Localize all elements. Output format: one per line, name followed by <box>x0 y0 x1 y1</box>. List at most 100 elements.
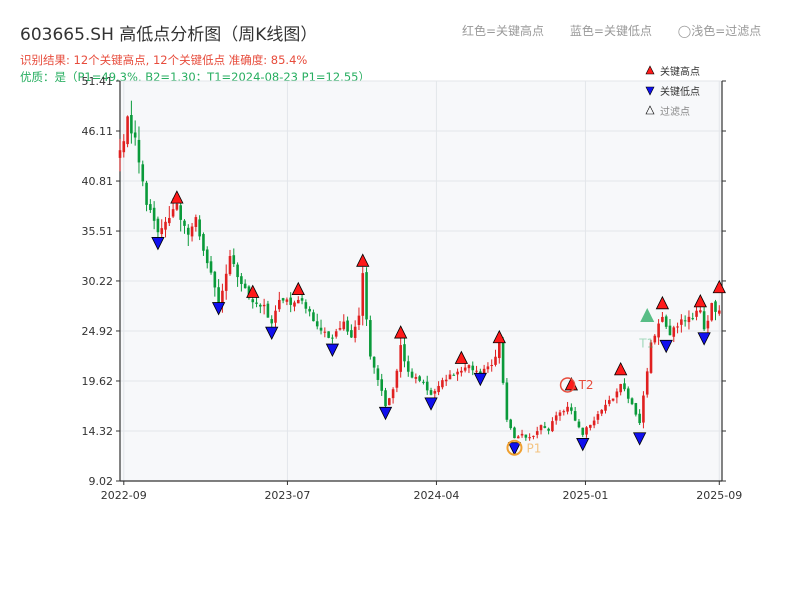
y-tick-label: 46.11 <box>82 125 114 138</box>
key-high-marker <box>614 361 628 376</box>
key-low-marker <box>151 237 165 251</box>
candle-body <box>642 395 645 423</box>
candle-body <box>422 381 425 383</box>
filtered-point-marker <box>640 308 655 323</box>
key-high-marker <box>170 190 184 204</box>
p1-annotation-circle <box>506 439 523 456</box>
candle-body <box>168 217 171 224</box>
candle-body <box>171 209 175 217</box>
candle-body <box>683 320 687 322</box>
candle-body <box>338 328 342 330</box>
candle-body <box>304 302 308 309</box>
candle-body <box>706 320 710 329</box>
key-high-marker <box>246 284 260 298</box>
key-high-marker <box>291 281 305 296</box>
candle-body <box>456 371 459 375</box>
candle-body <box>145 182 148 205</box>
candle-body <box>645 371 649 395</box>
candle-body <box>600 409 604 414</box>
candle-body <box>122 141 126 153</box>
key-low-marker <box>697 332 711 346</box>
candle-body <box>391 389 395 399</box>
candle-body <box>156 218 160 233</box>
key-low-marker <box>507 442 522 456</box>
key-high-marker <box>394 325 408 339</box>
candle-body <box>300 298 304 301</box>
candle-body <box>437 385 440 393</box>
candle-body <box>490 365 494 367</box>
candle-body <box>315 321 319 327</box>
candle-body <box>661 316 664 322</box>
x-tick-label: 2025-09 <box>696 489 742 502</box>
key-high-marker <box>655 295 670 310</box>
top-legend-high: 红色=关键高点 <box>462 24 545 38</box>
candle-body <box>221 290 224 305</box>
key-low-marker <box>424 397 438 411</box>
candle-body <box>494 356 497 365</box>
candle-body <box>395 370 399 388</box>
candle-body <box>535 431 539 435</box>
candle-body <box>657 323 660 338</box>
candle-body <box>467 365 471 369</box>
top-legend: 红色=关键高点 蓝色=关键低点 ◯浅色=过滤点 <box>462 22 761 39</box>
legend-filtered-icon <box>645 105 655 115</box>
candle-body <box>528 437 531 439</box>
candle-body <box>570 407 573 411</box>
key-high-marker <box>492 329 506 344</box>
candle-body <box>460 370 463 373</box>
candle-body <box>410 371 414 378</box>
candle-body <box>323 331 327 333</box>
candle-body <box>384 390 387 407</box>
candle-body <box>327 331 330 338</box>
y-tick-label: 9.02 <box>89 475 114 488</box>
candle-body <box>312 312 315 322</box>
candle-body <box>509 419 512 429</box>
candle-body <box>217 287 220 306</box>
candle-body <box>539 425 543 431</box>
key-high-marker <box>356 253 370 267</box>
candle-body <box>198 219 201 237</box>
key-low-marker <box>378 406 393 421</box>
top-legend-filtered: ◯浅色=过滤点 <box>677 24 762 38</box>
recognition-result: 识别结果: 12个关键高点, 12个关键低点 准确度: 85.4% <box>20 53 308 67</box>
candle-body <box>372 356 376 368</box>
candle-body <box>243 283 247 289</box>
candle-body <box>501 341 505 383</box>
candle-body <box>615 391 619 398</box>
candle-body <box>183 220 186 226</box>
candle-body <box>482 368 486 374</box>
key-low-marker <box>211 302 226 316</box>
candle-body <box>141 164 145 182</box>
candle-body <box>714 301 717 312</box>
legend-filtered-label: 过滤点 <box>660 105 690 118</box>
candle-body <box>444 379 448 382</box>
candle-body <box>463 367 467 371</box>
candle-body <box>186 227 190 235</box>
candle-body <box>133 132 137 138</box>
candle-body <box>289 297 292 305</box>
candle-body <box>224 273 228 291</box>
y-tick-label: 14.32 <box>82 425 114 438</box>
candle-body <box>255 302 258 304</box>
candle-body <box>376 368 380 380</box>
candle-body <box>296 299 300 304</box>
candle-body <box>717 310 721 314</box>
legend-low-icon <box>645 86 655 96</box>
candle-body <box>505 382 509 420</box>
candle-body <box>353 326 357 338</box>
candle-body <box>551 421 554 432</box>
candle-body <box>240 276 243 285</box>
candle-body <box>634 403 638 415</box>
candle-body <box>691 318 695 320</box>
candle-body <box>209 261 213 273</box>
candle-body <box>611 398 615 401</box>
candle-body <box>623 383 626 390</box>
candle-body <box>236 264 239 278</box>
candle-body <box>433 391 437 394</box>
candle-body <box>361 273 365 316</box>
candle-body <box>350 330 353 338</box>
candle-body <box>664 316 668 327</box>
candle-body <box>251 299 255 303</box>
candle-body <box>702 311 706 330</box>
candle-body <box>581 427 585 435</box>
